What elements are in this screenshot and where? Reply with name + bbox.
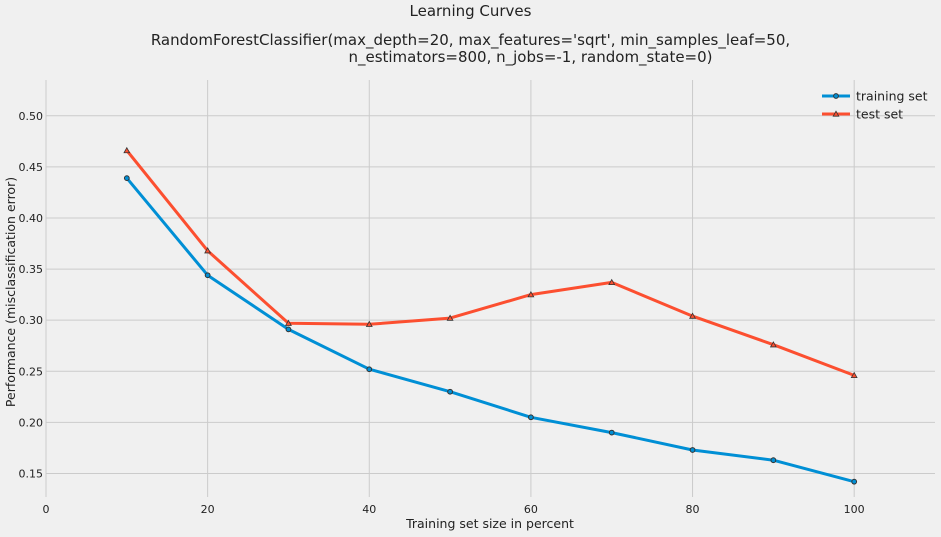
x-tick-label: 100 [844,503,865,516]
data-point [123,175,130,182]
data-point [366,366,373,373]
y-tick-label: 0.30 [19,314,44,327]
x-tick-label: 20 [201,503,215,516]
y-tick-label: 0.45 [19,161,44,174]
data-point [769,341,777,348]
chart-subtitle-line-1: RandomForestClassifier(max_depth=20, max… [150,31,791,49]
grid-layer [45,80,935,497]
series-training-set [123,175,858,485]
data-point [285,326,292,333]
chart-title: Learning Curves [409,2,532,20]
x-axis-label: Training set size in percent [405,516,574,531]
data-point [850,371,858,379]
x-tick-label: 80 [686,503,700,516]
series-line [125,149,855,377]
data-point [608,429,615,436]
data-point [365,320,373,327]
series-line [125,177,855,484]
y-axis-label: Performance (misclassification error) [3,177,18,407]
legend: training set test set [822,89,928,122]
data-point [770,457,777,464]
legend-label: test set [856,107,903,122]
data-point [204,247,212,254]
legend-item: test set [822,107,903,122]
x-tick-label: 0 [43,503,50,516]
legend-marker [832,110,840,117]
data-point [528,414,534,421]
data-point [204,272,211,279]
legend-item: training set [822,89,928,104]
chart-subtitle-line-2: n_estimators=800, n_jobs=-1, random_stat… [348,48,713,66]
y-tick-label: 0.25 [19,365,44,378]
data-point [123,146,131,154]
data-point [851,478,858,485]
y-tick-label: 0.35 [19,263,44,276]
data-point [689,312,697,319]
y-tick-label: 0.20 [19,416,44,429]
data-point [446,314,454,321]
tick-layer: 0 20 40 60 80 100 0.15 0.20 0.25 0.30 0.35 0.40 0.45… [19,110,865,516]
y-tick-label: 0.40 [19,212,44,225]
data-point [527,291,535,298]
series-test-set [123,146,858,379]
legend-label: training set [856,89,928,104]
legend-marker [833,93,839,99]
data-point [447,388,453,395]
data-point [608,278,616,286]
series-layer [123,146,858,485]
data-point [284,319,292,326]
data-point [689,447,696,453]
y-tick-label: 0.50 [19,110,44,123]
x-tick-label: 60 [524,503,538,516]
x-tick-label: 40 [362,503,376,516]
y-tick-label: 0.15 [19,467,44,480]
